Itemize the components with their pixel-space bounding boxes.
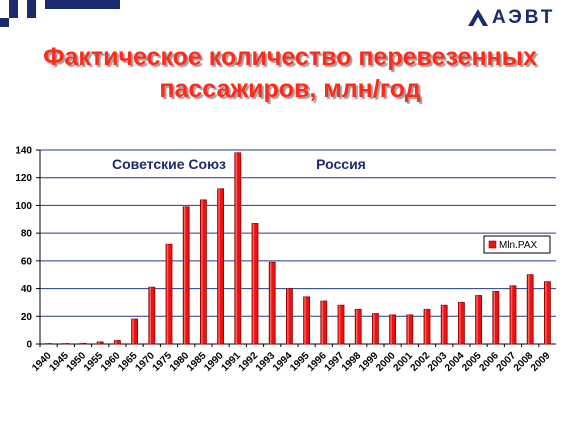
bar-1994 <box>285 288 293 345</box>
bar-1950 <box>79 342 87 345</box>
bar-1965 <box>131 318 139 345</box>
slide-title-line1: Фактическое количество перевезенных <box>43 43 537 71</box>
annotation-0: Советские Союз <box>112 156 226 172</box>
bar-1955 <box>96 341 104 345</box>
bar-2003 <box>440 304 448 345</box>
x-tick-labels: 1940194519501955196019651970197519801985… <box>30 350 553 374</box>
bar-2002 <box>423 308 431 345</box>
y-tick-label: 60 <box>21 256 33 267</box>
y-tick-label: 120 <box>15 173 32 184</box>
chart-bars <box>45 152 551 345</box>
y-tick-label: 20 <box>21 312 33 323</box>
bar-1991 <box>234 152 242 345</box>
bar-1990 <box>217 188 225 345</box>
bar-1997 <box>337 304 345 345</box>
bar-1998 <box>354 308 362 345</box>
bar-2008 <box>526 274 534 345</box>
legend-label: Mln.PAX <box>499 240 537 251</box>
logo-text: АЭВТ <box>492 7 556 28</box>
bar-1980 <box>182 206 190 345</box>
chart-legend: Mln.PAX <box>483 235 551 254</box>
legend-box <box>483 235 551 254</box>
y-tick-label: 140 <box>15 146 32 157</box>
bar-1960 <box>114 340 121 345</box>
y-tick-label: 40 <box>21 284 33 295</box>
chart-annotations: Советские Союз Россия <box>112 156 366 172</box>
bar-1970 <box>148 286 156 345</box>
passenger-bar-chart: 0 20 40 60 80 100 120 140 194019451950195519601… <box>15 146 556 374</box>
x-tick-label-2009: 2009 <box>529 350 553 374</box>
bar-1999 <box>371 313 379 345</box>
y-tick-label: 100 <box>15 201 32 212</box>
bar-1993 <box>268 261 276 345</box>
slide-title-line2: пассажиров, млн/год <box>159 75 421 103</box>
bar-2007 <box>509 285 517 345</box>
bar-1940 <box>45 343 52 345</box>
bar-2004 <box>457 302 465 345</box>
bar-1945 <box>62 343 70 345</box>
y-tick-label: 0 <box>26 340 32 351</box>
bar-2006 <box>492 290 500 345</box>
y-tick-labels: 0 20 40 60 80 100 120 140 <box>15 146 32 351</box>
bar-1985 <box>199 199 207 345</box>
bar-1995 <box>303 296 311 345</box>
bar-2000 <box>389 314 397 345</box>
legend-swatch <box>488 240 497 249</box>
bar-2001 <box>406 314 414 345</box>
bar-2005 <box>475 295 483 345</box>
y-tick-label: 80 <box>21 229 33 240</box>
annotation-1: Россия <box>316 156 366 172</box>
logo-mark-icon <box>468 9 488 26</box>
bar-1975 <box>165 243 173 345</box>
bar-1992 <box>251 223 259 345</box>
chart-grid <box>36 149 556 347</box>
company-logo: АЭВТ <box>466 6 576 30</box>
bar-2009 <box>544 281 551 345</box>
bar-1996 <box>320 300 328 345</box>
corner-checker-decoration <box>0 0 120 27</box>
